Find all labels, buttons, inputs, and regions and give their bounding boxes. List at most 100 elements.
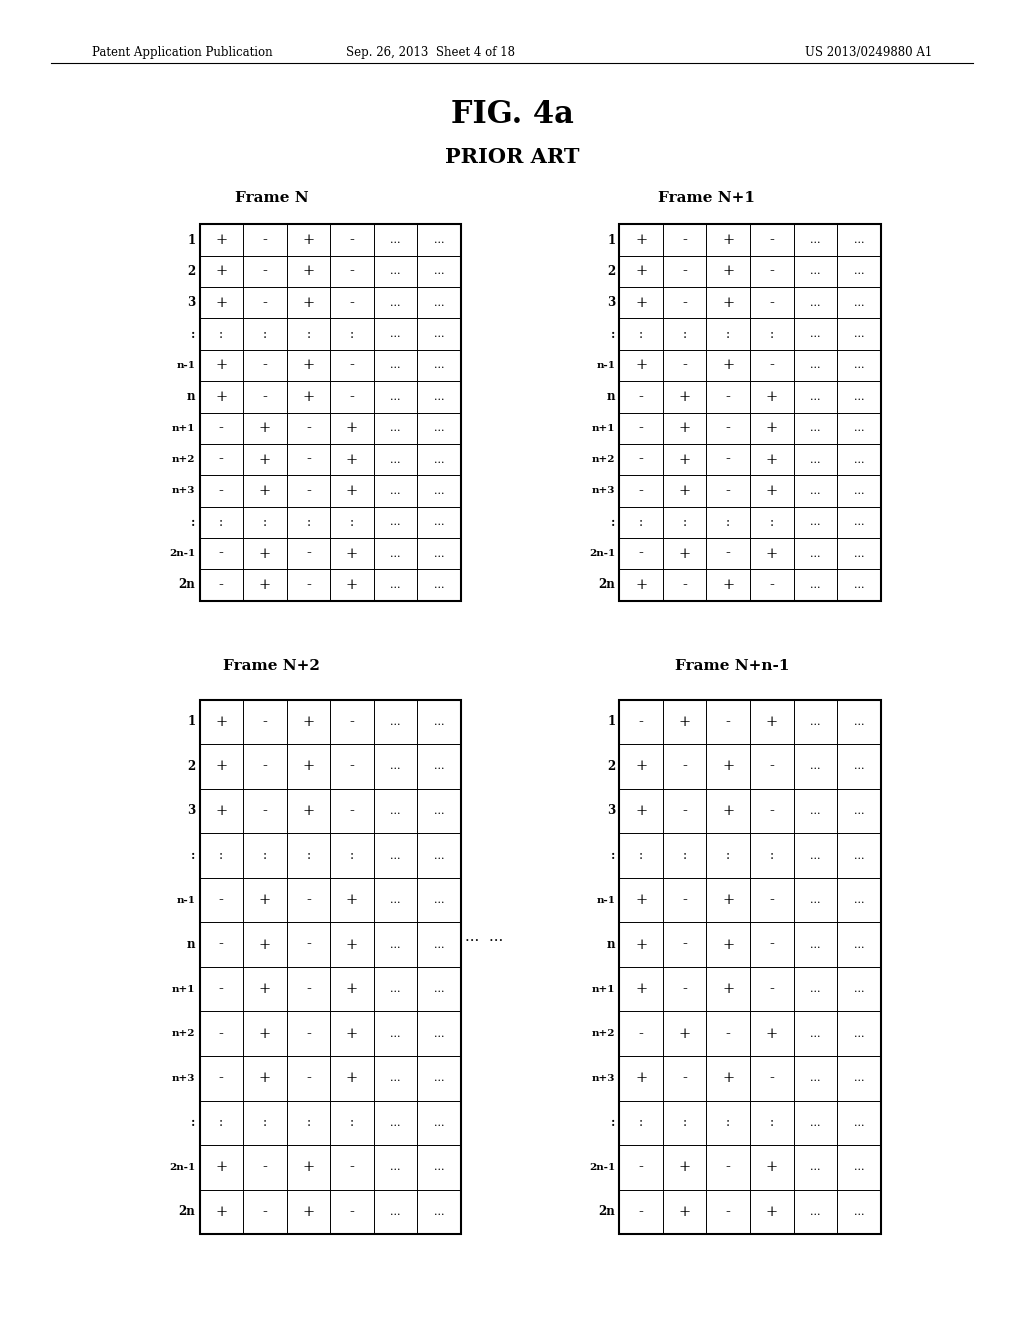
Text: ...: ... bbox=[434, 1028, 444, 1039]
Text: :: : bbox=[306, 1117, 310, 1130]
Text: :: : bbox=[683, 849, 687, 862]
Text: -: - bbox=[726, 484, 731, 498]
Text: 3: 3 bbox=[607, 296, 615, 309]
Text: +: + bbox=[346, 894, 358, 907]
Text: -: - bbox=[262, 804, 267, 818]
Text: -: - bbox=[639, 453, 643, 466]
Text: +: + bbox=[259, 1072, 271, 1085]
Text: ...: ... bbox=[810, 895, 820, 906]
Text: Frame N+2: Frame N+2 bbox=[223, 659, 319, 673]
Text: -: - bbox=[682, 894, 687, 907]
Text: ...: ... bbox=[390, 267, 400, 276]
Text: +: + bbox=[679, 1027, 691, 1040]
Text: ...: ... bbox=[390, 486, 400, 496]
Text: +: + bbox=[302, 234, 314, 247]
Text: ...: ... bbox=[854, 235, 864, 246]
Text: ...: ... bbox=[854, 717, 864, 727]
Text: ...: ... bbox=[434, 267, 444, 276]
Text: 2n-1: 2n-1 bbox=[589, 1163, 615, 1172]
Text: ...: ... bbox=[810, 392, 820, 401]
Text: Frame N+1: Frame N+1 bbox=[658, 190, 755, 205]
Text: ...: ... bbox=[390, 235, 400, 246]
Text: ...: ... bbox=[434, 454, 444, 465]
Text: :: : bbox=[770, 327, 774, 341]
Text: ...: ... bbox=[434, 235, 444, 246]
Text: n+2: n+2 bbox=[592, 1030, 615, 1039]
Text: +: + bbox=[766, 546, 778, 561]
Text: 1: 1 bbox=[187, 234, 196, 247]
Text: n+2: n+2 bbox=[592, 455, 615, 465]
Text: -: - bbox=[769, 937, 774, 952]
Text: :: : bbox=[306, 327, 310, 341]
Text: ...: ... bbox=[434, 850, 444, 861]
Text: ...: ... bbox=[390, 940, 400, 949]
Text: +: + bbox=[635, 759, 647, 774]
Text: ...: ... bbox=[854, 762, 864, 771]
Text: ...: ... bbox=[854, 424, 864, 433]
Text: -: - bbox=[682, 296, 687, 310]
Text: 3: 3 bbox=[187, 296, 196, 309]
Text: ...: ... bbox=[390, 454, 400, 465]
Text: +: + bbox=[346, 484, 358, 498]
Text: ...: ... bbox=[434, 762, 444, 771]
Text: +: + bbox=[722, 264, 734, 279]
Text: -: - bbox=[306, 1072, 311, 1085]
Text: +: + bbox=[346, 453, 358, 466]
Text: ...: ... bbox=[390, 1028, 400, 1039]
Text: :: : bbox=[639, 516, 643, 529]
Text: n-1: n-1 bbox=[176, 895, 196, 904]
Text: -: - bbox=[349, 715, 354, 729]
Text: ...: ... bbox=[390, 1163, 400, 1172]
Text: +: + bbox=[302, 389, 314, 404]
Text: -: - bbox=[219, 484, 223, 498]
Text: +: + bbox=[766, 1160, 778, 1175]
Text: +: + bbox=[215, 264, 227, 279]
Text: ...: ... bbox=[390, 717, 400, 727]
Text: :: : bbox=[726, 849, 730, 862]
Text: -: - bbox=[349, 804, 354, 818]
Text: :: : bbox=[726, 516, 730, 529]
Text: +: + bbox=[346, 578, 358, 591]
Text: ...: ... bbox=[854, 1163, 864, 1172]
Text: +: + bbox=[679, 1160, 691, 1175]
Text: ...: ... bbox=[810, 1028, 820, 1039]
Text: -: - bbox=[769, 296, 774, 310]
Text: -: - bbox=[219, 1072, 223, 1085]
Text: ...: ... bbox=[810, 807, 820, 816]
Text: n+1: n+1 bbox=[172, 985, 196, 994]
Text: +: + bbox=[259, 453, 271, 466]
Text: ...: ... bbox=[390, 424, 400, 433]
Text: :: : bbox=[639, 327, 643, 341]
Text: ...: ... bbox=[390, 850, 400, 861]
Text: -: - bbox=[682, 359, 687, 372]
Text: +: + bbox=[259, 1027, 271, 1040]
Text: +: + bbox=[679, 546, 691, 561]
Text: ...: ... bbox=[854, 1028, 864, 1039]
Text: -: - bbox=[219, 453, 223, 466]
Text: :: : bbox=[350, 1117, 354, 1130]
Text: ...: ... bbox=[854, 360, 864, 371]
Text: -: - bbox=[349, 296, 354, 310]
Text: :: : bbox=[191, 849, 196, 862]
Text: -: - bbox=[262, 389, 267, 404]
Text: -: - bbox=[262, 1205, 267, 1218]
Text: -: - bbox=[639, 389, 643, 404]
Text: :: : bbox=[770, 1117, 774, 1130]
Text: n+1: n+1 bbox=[592, 424, 615, 433]
Text: +: + bbox=[346, 1072, 358, 1085]
Text: -: - bbox=[306, 982, 311, 997]
Text: ...: ... bbox=[434, 549, 444, 558]
Text: Sep. 26, 2013  Sheet 4 of 18: Sep. 26, 2013 Sheet 4 of 18 bbox=[345, 46, 515, 59]
Text: -: - bbox=[262, 1160, 267, 1175]
Text: 1: 1 bbox=[607, 715, 615, 729]
Text: -: - bbox=[769, 1072, 774, 1085]
Text: -: - bbox=[769, 578, 774, 591]
Text: +: + bbox=[215, 804, 227, 818]
Text: n: n bbox=[607, 939, 615, 952]
Bar bbox=[200, 700, 461, 1234]
Text: +: + bbox=[215, 234, 227, 247]
Text: ...: ... bbox=[434, 360, 444, 371]
Text: -: - bbox=[682, 234, 687, 247]
Text: :: : bbox=[350, 849, 354, 862]
Text: ...: ... bbox=[434, 940, 444, 949]
